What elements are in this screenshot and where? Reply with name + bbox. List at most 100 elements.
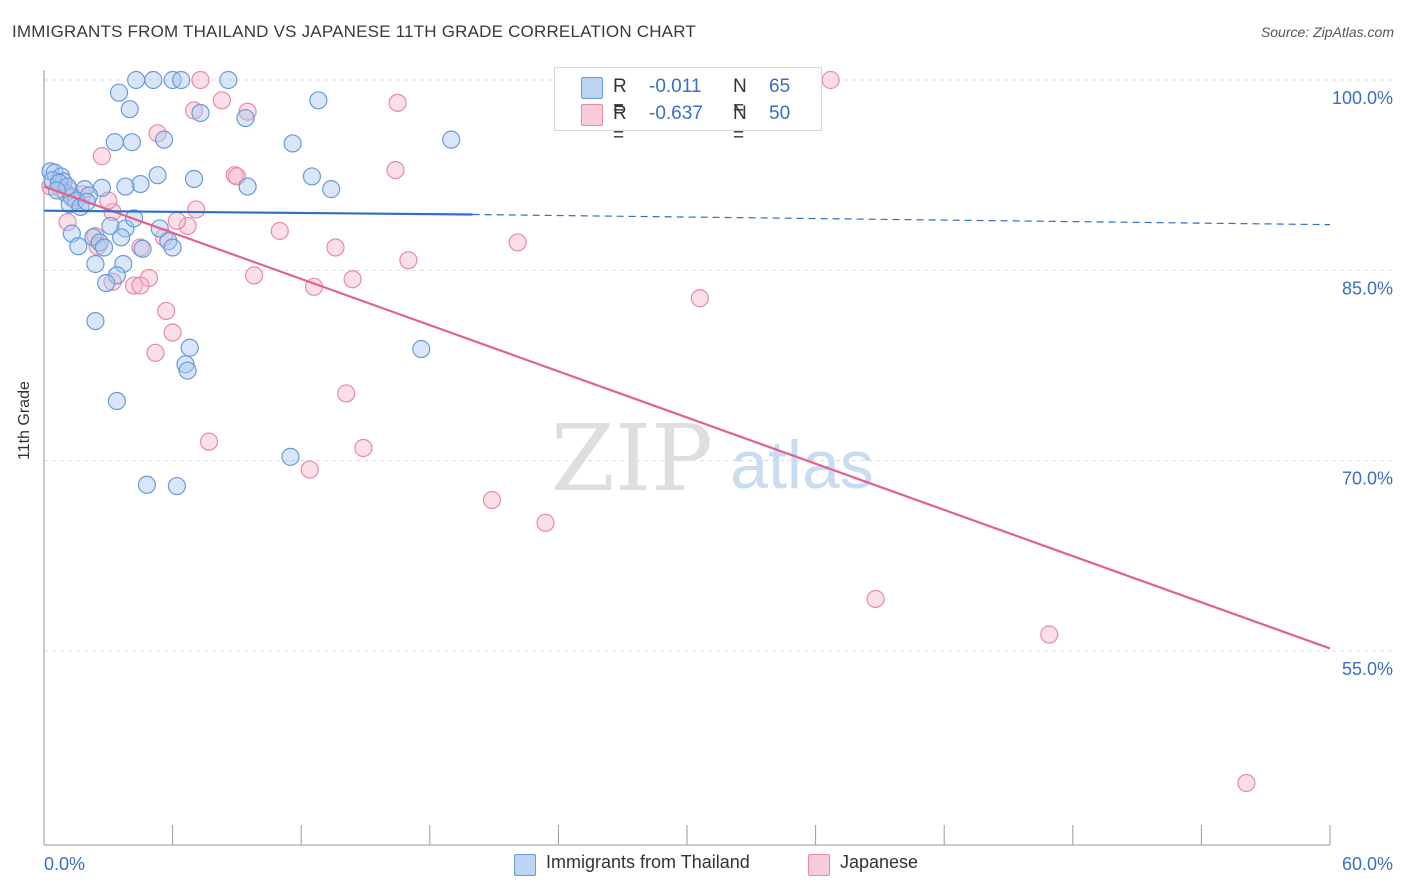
r-label: R = <box>613 76 627 119</box>
data-point <box>94 238 114 257</box>
data-point <box>163 238 182 257</box>
data-point <box>86 254 105 274</box>
data-point <box>187 200 206 219</box>
trend-lines <box>43 185 1331 650</box>
data-point <box>86 311 105 331</box>
y-tick-label: 85.0% <box>1342 278 1393 298</box>
data-point <box>821 70 840 90</box>
data-point <box>157 301 176 321</box>
data-point <box>146 343 165 362</box>
data-point <box>536 513 555 532</box>
data-point <box>386 160 405 180</box>
x-tick-label: 60.0% <box>1342 854 1393 874</box>
legend-swatch-pink <box>581 104 603 126</box>
data-point <box>399 251 418 270</box>
data-point <box>127 70 146 90</box>
data-point <box>58 213 77 232</box>
data-point <box>322 180 341 199</box>
data-point <box>107 391 126 411</box>
data-point <box>238 177 257 196</box>
data-point <box>326 238 345 257</box>
data-point <box>124 276 144 295</box>
r-label: R = <box>613 103 627 146</box>
data-point <box>167 476 186 496</box>
data-point <box>101 216 120 236</box>
data-point <box>354 438 373 458</box>
data-point <box>163 323 182 342</box>
data-point <box>178 361 197 380</box>
correlation-legend: R = -0.011 N = 65 R = -0.637 N = 50 <box>554 67 822 146</box>
r-value: -0.011 <box>649 76 702 97</box>
data-point <box>1237 773 1256 793</box>
n-value: 50 <box>769 103 791 124</box>
data-point <box>482 490 502 510</box>
data-point <box>244 266 264 285</box>
data-point <box>1040 625 1059 644</box>
chart-title: IMMIGRANTS FROM THAILAND VS JAPANESE 11T… <box>12 22 696 41</box>
data-point <box>180 338 199 357</box>
data-point <box>109 83 129 102</box>
trend-line-japanese <box>43 185 1331 650</box>
data-point <box>105 133 124 152</box>
watermark-zip: ZIP <box>551 405 713 512</box>
n-label: N = <box>733 76 747 119</box>
data-point <box>270 221 289 241</box>
data-point <box>309 91 328 110</box>
data-point <box>442 130 461 149</box>
y-tick-label: 100.0% <box>1332 88 1393 108</box>
n-value: 65 <box>769 76 791 97</box>
data-point <box>219 70 238 90</box>
data-point <box>343 270 362 289</box>
data-point <box>154 130 174 149</box>
data-point <box>191 103 210 123</box>
data-point <box>191 70 210 90</box>
trend-line-thailand-extension <box>472 213 1331 226</box>
data-point <box>120 100 139 119</box>
y-tick-label: 55.0% <box>1342 659 1393 679</box>
data-point <box>131 276 150 295</box>
legend-label: Japanese <box>840 852 919 872</box>
data-point <box>412 339 431 359</box>
watermark-atlas: atlas <box>730 427 874 503</box>
data-point <box>112 228 131 247</box>
y-tick-label: 70.0% <box>1342 469 1393 489</box>
data-point <box>172 70 191 90</box>
data-point <box>148 166 167 185</box>
data-point <box>144 70 163 90</box>
r-value: -0.637 <box>649 103 703 124</box>
data-point <box>184 169 204 189</box>
data-point <box>131 174 150 194</box>
data-point <box>69 237 88 256</box>
data-point <box>283 134 302 153</box>
data-point <box>97 273 116 293</box>
data-point <box>114 254 133 274</box>
x-tick-label: 0.0% <box>44 854 85 874</box>
source-label: Source: ZipAtlas.com <box>1260 24 1394 40</box>
trend-line-thailand <box>43 209 473 216</box>
data-point <box>178 216 197 236</box>
legend-swatch-pink <box>808 854 830 876</box>
data-point <box>137 475 156 494</box>
series-thailand <box>41 70 461 496</box>
tick-labels: 100.0% 85.0% 70.0% 55.0% 0.0% 60.0% <box>44 88 1393 874</box>
legend-label: Immigrants from Thailand <box>546 852 750 872</box>
data-point <box>122 133 141 152</box>
data-point <box>212 91 231 110</box>
data-point <box>116 177 135 196</box>
data-point <box>690 289 709 308</box>
legend-swatch-blue <box>581 77 603 99</box>
data-point <box>337 384 356 403</box>
data-point <box>236 108 255 128</box>
gridlines <box>44 79 1394 652</box>
legend-swatch-blue <box>514 854 536 876</box>
data-point <box>388 93 407 112</box>
data-point <box>92 147 111 166</box>
data-point <box>508 233 527 252</box>
data-point <box>199 432 219 451</box>
data-point <box>300 460 319 479</box>
data-point <box>302 167 322 186</box>
watermark: ZIP atlas <box>551 405 874 512</box>
data-point <box>133 239 152 258</box>
n-label: N = <box>733 103 747 146</box>
